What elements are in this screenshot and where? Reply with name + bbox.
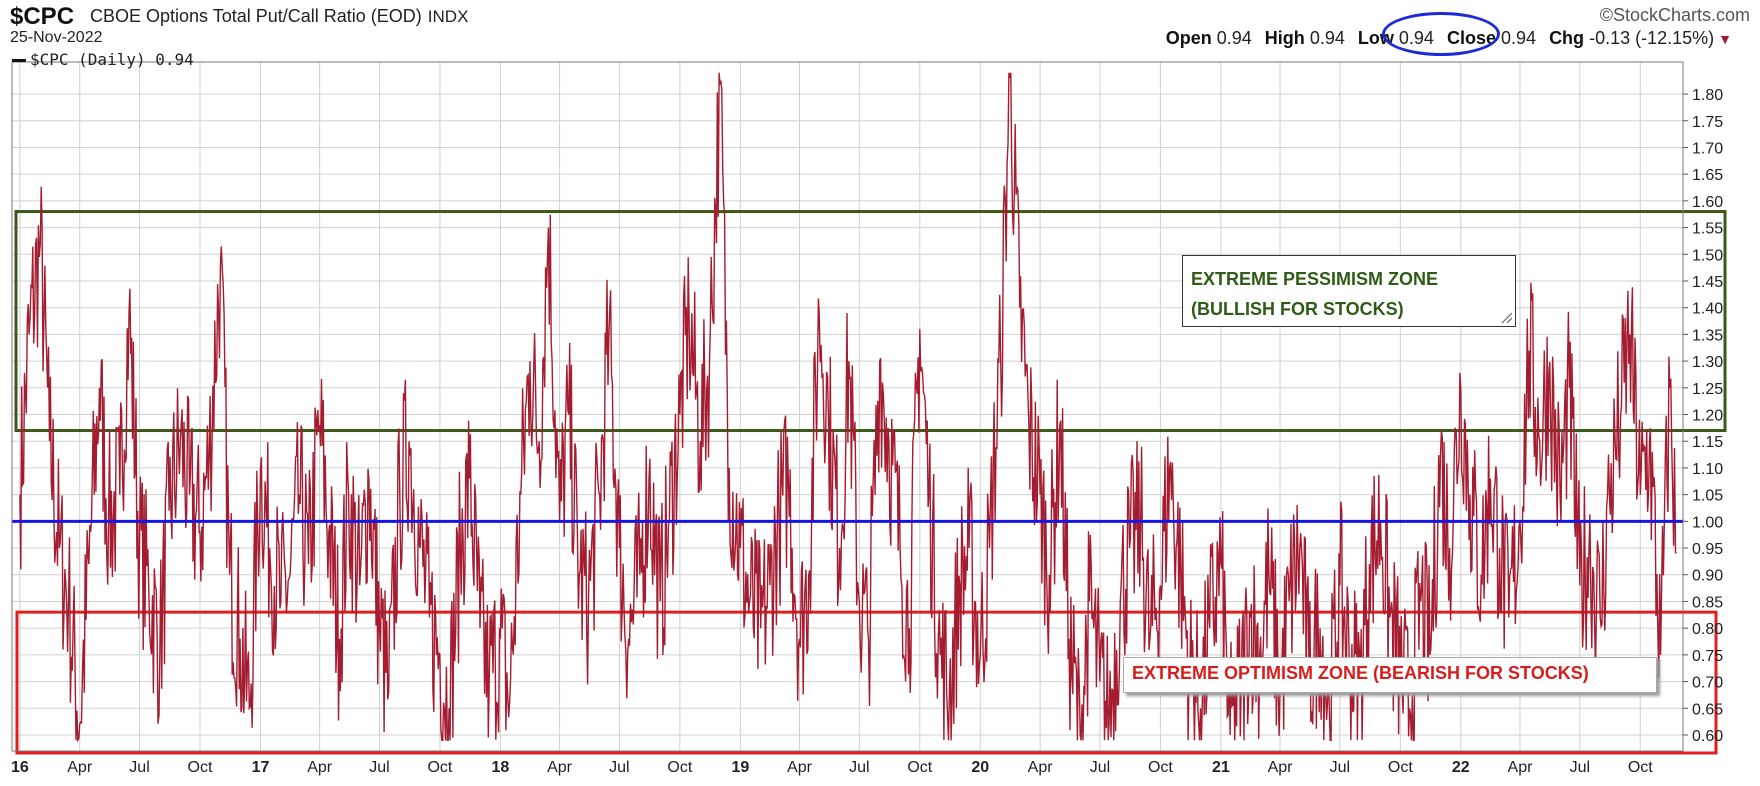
y-tick-label: 1.55 bbox=[1692, 221, 1723, 238]
x-tick-label: 22 bbox=[1452, 759, 1470, 776]
y-tick-label: 1.60 bbox=[1692, 194, 1723, 211]
y-tick-label: 0.65 bbox=[1692, 701, 1723, 718]
y-tick-label: 1.25 bbox=[1692, 381, 1723, 398]
x-tick-label: 16 bbox=[11, 759, 29, 776]
pessimism-line1: EXTREME PESSIMISM ZONE bbox=[1191, 269, 1439, 289]
symbol: $CPC bbox=[10, 3, 75, 30]
plot-frame bbox=[11, 61, 1684, 752]
x-tick-label: 19 bbox=[731, 759, 749, 776]
y-tick-label: 0.85 bbox=[1692, 594, 1723, 611]
y-tick-label: 1.65 bbox=[1692, 167, 1723, 184]
x-tick-label: Jul bbox=[849, 759, 869, 776]
y-tick-label: 1.30 bbox=[1692, 354, 1723, 371]
y-axis: 0.60 0.65 0.70 0.75 0.80 0.85 0.90 0.95 1.00 1.05… bbox=[1683, 87, 1723, 745]
y-tick-label: 0.90 bbox=[1692, 568, 1723, 585]
y-tick-label: 1.75 bbox=[1692, 114, 1723, 131]
full-name: CBOE Options Total Put/Call Ratio (EOD) I… bbox=[90, 6, 468, 27]
x-tick-label: 18 bbox=[492, 759, 510, 776]
y-tick-label: 0.95 bbox=[1692, 541, 1723, 558]
chart-date: 25-Nov-2022 bbox=[10, 29, 103, 46]
x-tick-label: Oct bbox=[907, 759, 932, 776]
x-tick-label: Apr bbox=[1508, 759, 1534, 776]
y-tick-label: 1.15 bbox=[1692, 434, 1723, 451]
series-legend: $CPC (Daily) 0.94 bbox=[12, 50, 194, 69]
x-tick-label: Oct bbox=[1628, 759, 1653, 776]
y-tick-label: 0.80 bbox=[1692, 621, 1723, 638]
brand[interactable]: ©StockCharts.com bbox=[1599, 5, 1750, 25]
x-tick-label: Oct bbox=[188, 759, 213, 776]
x-tick-label: 17 bbox=[252, 759, 270, 776]
x-axis: 16 Apr Jul Oct 17 Apr Jul Oct 18 Apr Jul Oct 19 Apr Ju… bbox=[11, 759, 1653, 776]
y-tick-label: 1.35 bbox=[1692, 327, 1723, 344]
optimism-text: EXTREME OPTIMISM ZONE (BEARISH FOR STOCK… bbox=[1132, 663, 1589, 683]
x-tick-label: Jul bbox=[1570, 759, 1590, 776]
x-tick-label: 20 bbox=[971, 759, 989, 776]
x-tick-label: 21 bbox=[1212, 759, 1230, 776]
open-label: Open bbox=[1165, 28, 1212, 48]
chg-label: Chg bbox=[1549, 28, 1585, 48]
x-tick-label: Jul bbox=[129, 759, 149, 776]
close-highlight-oval bbox=[1382, 12, 1500, 56]
pessimism-line2: (BULLISH FOR STOCKS) bbox=[1191, 299, 1404, 319]
legend-line-icon bbox=[12, 59, 26, 62]
x-tick-label: Jul bbox=[1090, 759, 1110, 776]
x-tick-label: Apr bbox=[1028, 759, 1054, 776]
pessimism-zone-rect bbox=[14, 210, 1727, 433]
high-label: High bbox=[1264, 28, 1305, 48]
y-tick-label: 1.45 bbox=[1692, 274, 1723, 291]
down-arrow-icon: ▼ bbox=[1718, 31, 1732, 47]
resize-grip-icon[interactable] bbox=[1499, 310, 1513, 324]
optimism-zone-rect bbox=[15, 610, 1718, 755]
chg-value: -0.13 (-12.15%) bbox=[1589, 28, 1715, 48]
x-tick-label: Jul bbox=[609, 759, 629, 776]
x-tick-label: Apr bbox=[787, 759, 813, 776]
high-value: 0.94 bbox=[1309, 28, 1345, 48]
x-tick-label: Apr bbox=[307, 759, 333, 776]
x-tick-label: Oct bbox=[427, 759, 452, 776]
x-tick-label: Oct bbox=[1388, 759, 1413, 776]
close-value: 0.94 bbox=[1501, 28, 1537, 48]
x-tick-label: Oct bbox=[1148, 759, 1173, 776]
y-tick-label: 1.70 bbox=[1692, 140, 1723, 157]
y-tick-label: 0.70 bbox=[1692, 675, 1723, 692]
y-tick-label: 0.75 bbox=[1692, 648, 1723, 665]
x-tick-label: Oct bbox=[667, 759, 692, 776]
pessimism-annotation[interactable]: EXTREME PESSIMISM ZONE (BULLISH FOR STOC… bbox=[1182, 255, 1516, 327]
y-tick-label: 1.80 bbox=[1692, 87, 1723, 104]
open-value: 0.94 bbox=[1216, 28, 1252, 48]
x-tick-label: Apr bbox=[547, 759, 573, 776]
y-tick-label: 1.00 bbox=[1692, 514, 1723, 531]
legend-text: $CPC (Daily) 0.94 bbox=[30, 50, 194, 69]
chart-header: $CPC CBOE Options Total Put/Call Ratio (… bbox=[8, 0, 1752, 56]
y-tick-label: 1.50 bbox=[1692, 247, 1723, 264]
full-name-text: CBOE Options Total Put/Call Ratio (EOD) bbox=[90, 6, 422, 26]
y-tick-label: 1.05 bbox=[1692, 488, 1723, 505]
optimism-annotation[interactable]: EXTREME OPTIMISM ZONE (BEARISH FOR STOCK… bbox=[1123, 657, 1657, 693]
x-tick-label: Apr bbox=[67, 759, 93, 776]
x-tick-label: Jul bbox=[1330, 759, 1350, 776]
series-line bbox=[19, 72, 1677, 743]
x-tick-label: Apr bbox=[1268, 759, 1294, 776]
exchange: INDX bbox=[427, 7, 469, 26]
x-tick-label: Jul bbox=[369, 759, 389, 776]
y-tick-label: 1.20 bbox=[1692, 408, 1723, 425]
y-tick-label: 1.40 bbox=[1692, 301, 1723, 318]
y-tick-label: 1.10 bbox=[1692, 461, 1723, 478]
y-tick-label: 0.60 bbox=[1692, 728, 1723, 745]
